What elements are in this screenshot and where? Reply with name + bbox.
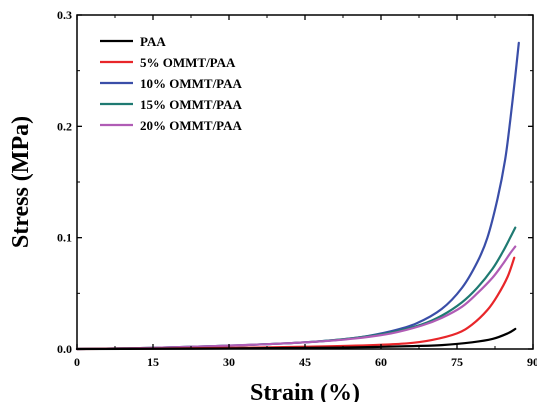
legend-label: 15% OMMT/PAA [140, 97, 243, 112]
y-tick-label: 0.0 [57, 342, 72, 356]
series-line-0 [75, 327, 517, 351]
legend-label: 5% OMMT/PAA [140, 55, 236, 70]
y-tick-label: 0.3 [57, 8, 72, 22]
x-tick-label: 90 [527, 355, 537, 369]
series-line-4 [75, 245, 517, 351]
x-tick-label: 30 [223, 355, 235, 369]
y-tick-label: 0.2 [57, 119, 72, 133]
y-tick-label: 0.1 [57, 231, 72, 245]
legend-label: PAA [140, 34, 166, 49]
x-tick-label: 15 [147, 355, 159, 369]
x-tick-label: 0 [74, 355, 80, 369]
x-tick-label: 60 [375, 355, 387, 369]
y-axis-title: Stress (MPa) [8, 116, 34, 248]
x-tick-label: 75 [451, 355, 463, 369]
legend-label: 10% OMMT/PAA [140, 76, 243, 91]
x-tick-label: 45 [299, 355, 311, 369]
legend-label: 20% OMMT/PAA [140, 118, 243, 133]
legend: PAA 5% OMMT/PAA 10% OMMT/PAA 15% OMMT/PAA 20… [100, 34, 243, 133]
axes-layer: 0 15 30 45 60 75 90 0.0 0.1 0.2 0.3 [57, 8, 537, 369]
series-line-3 [75, 226, 517, 351]
x-axis-title: Strain (%) [250, 380, 360, 402]
